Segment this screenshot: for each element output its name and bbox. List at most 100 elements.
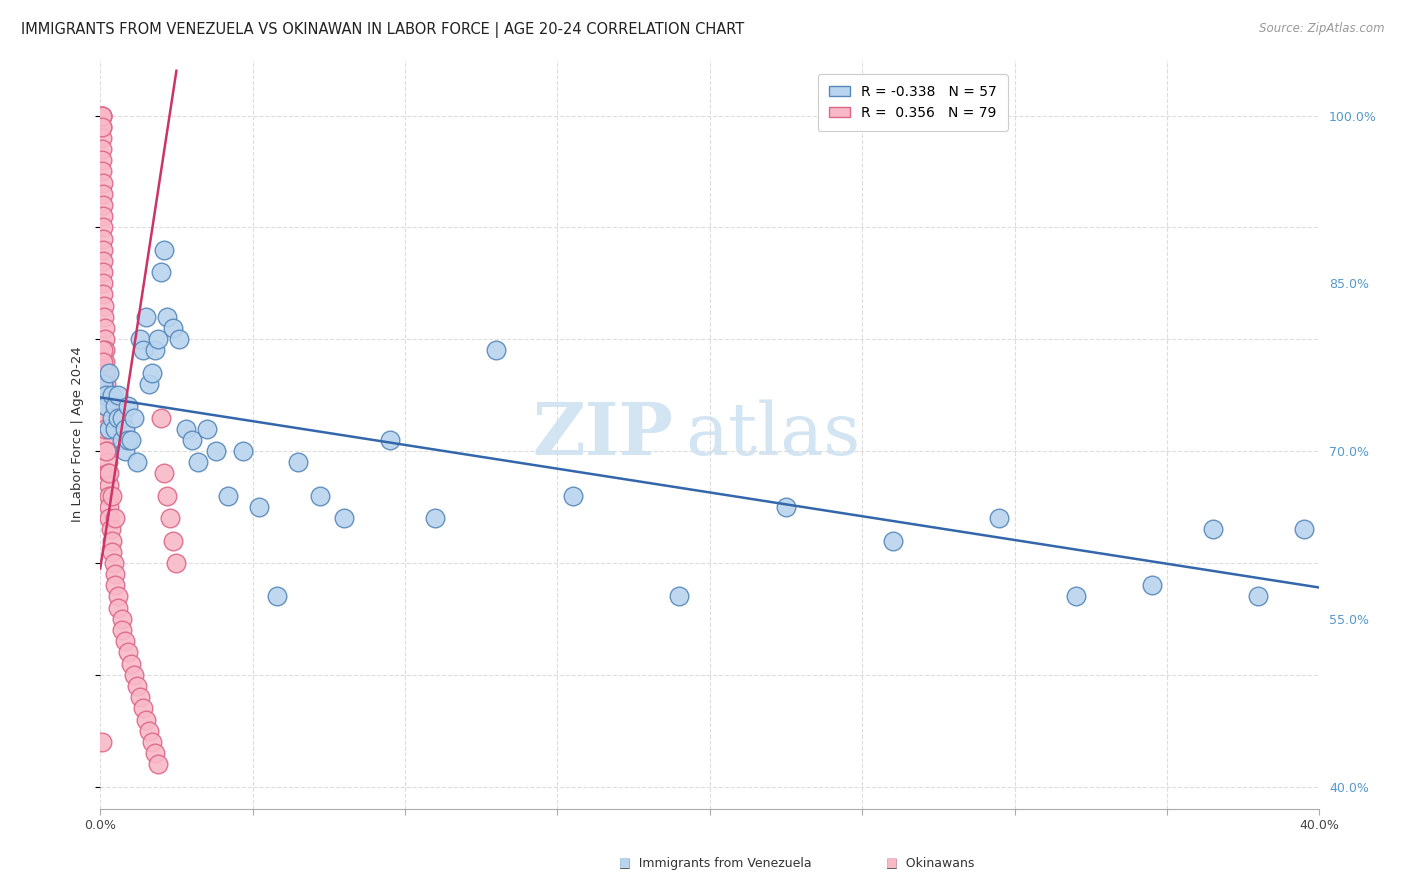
Point (146, 757, 169, 772)
Point (91, 376, 114, 391)
Point (125, 455, 148, 469)
Text: ■: ■ (886, 855, 897, 868)
Point (91, 376, 114, 391)
Point (94, 422, 117, 436)
Point (205, 444, 228, 458)
Text: ■: ■ (619, 855, 630, 868)
Point (101, 533, 124, 548)
Point (91, 176, 114, 190)
Point (91, 220, 114, 235)
Point (104, 511, 127, 525)
Point (96, 422, 118, 436)
Point (90, 131, 112, 145)
Point (93, 310, 115, 324)
Point (96, 388, 118, 402)
Point (103, 556, 125, 570)
Point (91, 209, 114, 223)
Point (104, 567, 127, 582)
Point (107, 600, 129, 615)
Point (141, 735, 163, 749)
Point (104, 400, 127, 414)
Point (110, 433, 132, 447)
Point (287, 455, 309, 469)
Point (96, 388, 118, 402)
Point (94, 366, 117, 380)
Point (156, 489, 179, 503)
Point (159, 511, 181, 525)
Text: □  Okinawans: □ Okinawans (886, 856, 974, 870)
Point (988, 511, 1011, 525)
Point (91, 343, 114, 358)
Point (97, 455, 120, 469)
Point (90, 120, 112, 134)
Point (101, 545, 124, 559)
Point (90, 153, 112, 168)
Point (91, 265, 114, 279)
Point (333, 511, 356, 525)
Point (91, 243, 114, 257)
Point (90, 109, 112, 123)
Point (162, 533, 184, 548)
Point (100, 522, 122, 536)
Point (132, 343, 155, 358)
Point (180, 433, 202, 447)
Point (187, 455, 209, 469)
Text: IMMIGRANTS FROM VENEZUELA VS OKINAWAN IN LABOR FORCE | AGE 20-24 CORRELATION CHA: IMMIGRANTS FROM VENEZUELA VS OKINAWAN IN… (21, 22, 744, 38)
Point (110, 612, 132, 626)
Point (91, 354, 114, 368)
Point (90, 120, 112, 134)
Point (120, 657, 142, 671)
Point (1140, 578, 1163, 592)
Point (96, 400, 118, 414)
Point (98, 500, 121, 514)
Point (1294, 522, 1316, 536)
Text: atlas: atlas (685, 399, 860, 469)
Point (146, 332, 169, 346)
Point (110, 623, 132, 637)
Point (98, 366, 121, 380)
Point (308, 489, 330, 503)
Point (266, 590, 288, 604)
Point (97, 467, 120, 481)
Point (143, 343, 166, 358)
Point (141, 366, 163, 380)
Point (101, 388, 124, 402)
Point (91, 277, 114, 291)
Point (1247, 590, 1270, 604)
Point (128, 332, 150, 346)
Point (232, 444, 254, 458)
Point (91, 287, 114, 301)
Point (93, 299, 115, 313)
Point (90, 109, 112, 123)
Point (561, 489, 583, 503)
Point (156, 310, 179, 324)
Point (98, 511, 121, 525)
Point (114, 422, 136, 436)
Point (165, 556, 187, 570)
Point (90, 735, 112, 749)
Point (107, 388, 129, 402)
Point (90, 142, 112, 156)
Point (114, 444, 136, 458)
Point (162, 321, 184, 335)
Point (169, 332, 191, 346)
Point (96, 444, 118, 458)
Point (882, 533, 904, 548)
Point (138, 376, 160, 391)
Point (668, 590, 690, 604)
Point (150, 265, 173, 279)
Point (96, 400, 118, 414)
Text: ZIP: ZIP (533, 399, 673, 470)
Point (150, 410, 173, 425)
Point (94, 321, 117, 335)
Point (174, 422, 197, 436)
Point (107, 590, 129, 604)
Legend: R = -0.338   N = 57, R =  0.356   N = 79: R = -0.338 N = 57, R = 0.356 N = 79 (818, 74, 1008, 131)
Point (114, 634, 136, 648)
Point (90, 164, 112, 178)
Point (378, 433, 401, 447)
Point (117, 433, 139, 447)
Point (91, 186, 114, 201)
Point (104, 422, 127, 436)
Point (101, 410, 124, 425)
